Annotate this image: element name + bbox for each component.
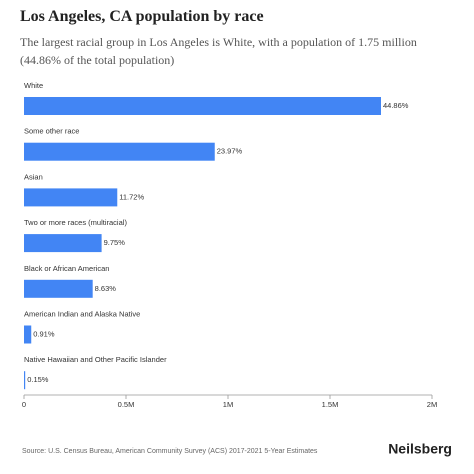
value-label: 0.15%: [27, 375, 49, 384]
value-label: 9.75%: [104, 238, 126, 247]
bar: [24, 371, 26, 390]
x-tick-label: 1.5M: [322, 400, 339, 409]
x-tick-label: 0: [22, 400, 26, 409]
source: Source: U.S. Census Bureau, American Com…: [22, 448, 318, 455]
category-label: American Indian and Alaska Native: [24, 309, 140, 318]
category-label: Asian: [24, 172, 43, 181]
category-label: White: [24, 81, 43, 90]
value-label: 8.63%: [95, 284, 117, 293]
category-label: Native Hawaiian and Other Pacific Island…: [24, 355, 167, 364]
value-label: 44.86%: [383, 101, 409, 110]
category-label: Some other race: [24, 127, 79, 136]
value-label: 23.97%: [217, 147, 243, 156]
value-label: 11.72%: [119, 192, 144, 201]
category-label: Two or more races (multiracial): [24, 218, 127, 227]
category-label: Black or African American: [24, 264, 109, 273]
value-label: 0.91%: [33, 329, 55, 338]
brand: Neilsberg: [388, 441, 452, 457]
chart-title: Los Angeles, CA population by race: [20, 8, 264, 25]
bar: [24, 97, 381, 115]
bar: [24, 234, 102, 253]
bar: [24, 279, 93, 298]
chart-subtitle: The largest racial group in Los Angeles …: [20, 35, 417, 67]
x-tick-label: 2M: [427, 400, 437, 409]
x-tick-label: 0.5M: [118, 400, 135, 409]
bar: [24, 188, 118, 207]
bar: [24, 325, 32, 344]
x-tick-label: 1M: [223, 400, 233, 409]
bar: [24, 142, 215, 161]
